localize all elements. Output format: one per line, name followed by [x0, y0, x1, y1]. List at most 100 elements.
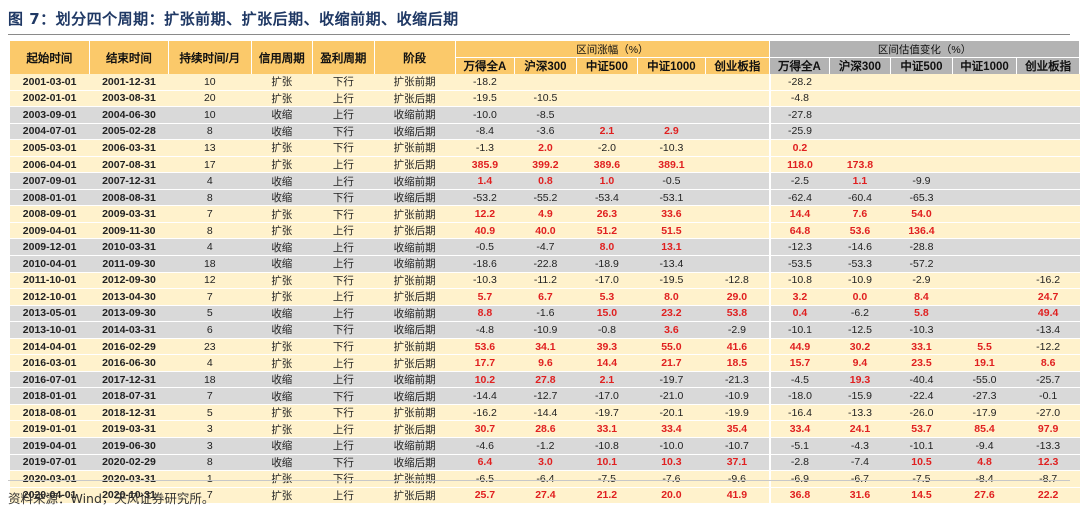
return-cell — [705, 255, 771, 273]
table-row: 2002-01-01 2003-08-31 20 扩张 上行 扩张后期 -19.5 -10.5… — [10, 90, 1080, 108]
return-cell — [705, 222, 771, 240]
start-date-cell: 2001-03-01 — [10, 74, 90, 91]
duration-cell: 3 — [168, 437, 252, 455]
credit-cycle-cell: 收缩 — [251, 437, 313, 455]
stage-cell: 收缩后期 — [374, 123, 456, 141]
credit-cycle-cell: 收缩 — [251, 106, 313, 124]
valuation-change-cell — [952, 238, 1017, 257]
table-row: 2018-01-01 2018-07-31 7 收缩 下行 收缩后期 -14.4 -12.7-… — [10, 387, 1080, 405]
profit-cycle-cell: 上行 — [312, 487, 375, 505]
credit-cycle-cell: 扩张 — [251, 272, 313, 290]
valuation-change-cell: -10.1 — [890, 437, 953, 455]
valuation-change-cell — [952, 222, 1017, 240]
end-date-cell: 2008-08-31 — [89, 189, 169, 207]
profit-cycle-cell: 上行 — [312, 437, 375, 455]
return-cell: -2.9 — [705, 321, 771, 339]
table-row: 2012-10-01 2013-04-30 7 扩张 上行 扩张后期 5.7 6.7 5.3 8.… — [10, 288, 1080, 306]
return-cell: 17.7 — [455, 354, 515, 372]
return-cell: -10.0 — [637, 437, 706, 455]
stage-cell: 扩张后期 — [374, 156, 456, 174]
table-row: 2011-10-01 2012-09-30 12 扩张 下行 扩张前期 -10.3 -11.2… — [10, 272, 1080, 290]
end-date-cell: 2011-09-30 — [89, 255, 169, 273]
valuation-change-cell: 12.3 — [1016, 454, 1080, 472]
valuation-change-cell — [890, 106, 953, 124]
title-divider — [8, 34, 1070, 35]
return-cell: -8.4 — [455, 123, 515, 141]
valuation-change-cell: -10.9 — [829, 272, 891, 290]
valuation-change-cell — [952, 123, 1017, 141]
return-cell: 25.7 — [455, 487, 515, 505]
return-cell: -53.4 — [576, 189, 638, 207]
return-cell: 385.9 — [455, 156, 515, 174]
return-cell — [705, 189, 771, 207]
table-row: 2007-09-01 2007-12-31 4 收缩 上行 收缩前期 1.4 0.8 1.0 -0… — [10, 172, 1080, 190]
return-cell — [705, 156, 771, 174]
end-date-cell: 2018-12-31 — [89, 404, 169, 422]
table-row: 2009-04-01 2009-11-30 8 扩张 上行 扩张后期 40.9 40.0 51.… — [10, 222, 1080, 240]
header-valuation-index: 创业板指 — [1016, 57, 1080, 74]
valuation-change-cell: -55.0 — [952, 371, 1017, 389]
return-cell: -10.7 — [705, 437, 771, 455]
profit-cycle-cell: 下行 — [312, 272, 375, 290]
profit-cycle-cell: 下行 — [312, 470, 375, 488]
end-date-cell: 2013-04-30 — [89, 288, 169, 306]
credit-cycle-cell: 扩张 — [251, 338, 313, 356]
start-date-cell: 2020-04-01 — [10, 487, 90, 505]
stage-cell: 收缩前期 — [374, 238, 456, 257]
end-date-cell: 2014-03-31 — [89, 321, 169, 339]
valuation-change-cell — [952, 321, 1017, 339]
return-cell — [514, 74, 577, 91]
stage-cell: 收缩前期 — [374, 437, 456, 455]
return-cell: -10.9 — [705, 387, 771, 405]
return-cell: -0.5 — [637, 172, 706, 190]
valuation-change-cell: 8.4 — [890, 288, 953, 306]
return-cell: 28.6 — [514, 420, 577, 439]
return-cell: -10.3 — [455, 272, 515, 290]
profit-cycle-cell: 下行 — [312, 139, 375, 157]
header-return-index: 创业板指 — [705, 57, 771, 74]
profit-cycle-cell: 上行 — [312, 106, 375, 124]
table-row: 2020-03-01 2020-03-31 1 扩张 下行 扩张前期 -6.5 -6.4 -7.… — [10, 470, 1080, 488]
valuation-change-cell — [890, 139, 953, 157]
return-cell — [705, 238, 771, 257]
valuation-change-cell: 33.1 — [890, 338, 953, 356]
credit-cycle-cell: 收缩 — [251, 123, 313, 141]
profit-cycle-cell: 下行 — [312, 189, 375, 207]
return-cell: -17.0 — [576, 272, 638, 290]
return-cell: 15.0 — [576, 305, 638, 323]
return-cell: -1.6 — [514, 305, 577, 323]
valuation-change-cell: 49.4 — [1016, 305, 1080, 323]
valuation-change-cell: 24.7 — [1016, 288, 1080, 306]
valuation-change-cell: -28.8 — [890, 238, 953, 257]
credit-cycle-cell: 扩张 — [251, 470, 313, 488]
stage-cell: 收缩前期 — [374, 371, 456, 389]
valuation-change-cell: 23.5 — [890, 354, 953, 372]
return-cell: 40.9 — [455, 222, 515, 240]
table-row: 2009-12-01 2010-03-31 4 收缩 上行 收缩前期 -0.5 -4.7 8.0… — [10, 238, 1080, 257]
end-date-cell: 2004-06-30 — [89, 106, 169, 124]
valuation-change-cell — [1016, 255, 1080, 273]
start-date-cell: 2013-10-01 — [10, 321, 90, 339]
valuation-change-cell: -14.6 — [829, 238, 891, 257]
credit-cycle-cell: 收缩 — [251, 305, 313, 323]
table-row: 2020-04-01 2020-10-31 7 扩张 上行 扩张后期 25.7 27.4 21.… — [10, 487, 1080, 505]
return-cell: -0.8 — [576, 321, 638, 339]
duration-cell: 7 — [168, 487, 252, 505]
end-date-cell: 2020-03-31 — [89, 470, 169, 488]
valuation-change-cell: -5.1 — [769, 437, 830, 455]
profit-cycle-cell: 上行 — [312, 305, 375, 323]
valuation-change-cell — [1016, 205, 1080, 223]
valuation-change-cell — [890, 90, 953, 108]
table-row: 2019-01-01 2019-03-31 3 扩张 上行 扩张后期 30.7 28.6 33.… — [10, 420, 1080, 439]
valuation-change-cell: -10.1 — [769, 321, 830, 339]
return-cell: 389.6 — [576, 156, 638, 174]
return-cell — [705, 205, 771, 223]
start-date-cell: 2012-10-01 — [10, 288, 90, 306]
stage-cell: 扩张前期 — [374, 404, 456, 422]
header-stage: 阶段 — [374, 41, 456, 74]
end-date-cell: 2020-02-29 — [89, 454, 169, 472]
profit-cycle-cell: 上行 — [312, 255, 375, 273]
table-row: 2001-03-01 2001-12-31 10 扩张 下行 扩张前期 -18.2 -28.2 — [10, 74, 1080, 91]
valuation-change-cell: -4.3 — [829, 437, 891, 455]
profit-cycle-cell: 上行 — [312, 371, 375, 389]
